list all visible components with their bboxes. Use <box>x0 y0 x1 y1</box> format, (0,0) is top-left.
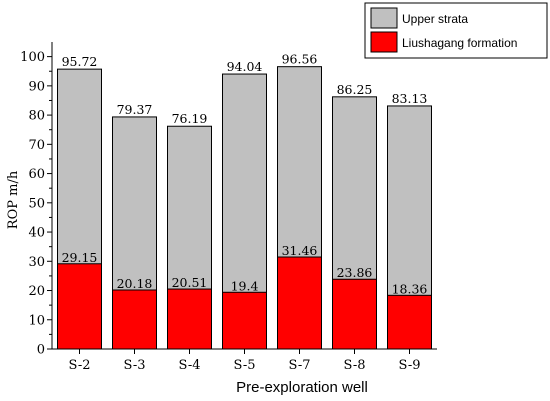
data-label-lower: 29.15 <box>62 250 98 265</box>
y-tick-label: 50 <box>28 196 45 211</box>
x-tick-label: S-3 <box>123 358 145 373</box>
y-tick-label: 10 <box>28 313 45 328</box>
legend-swatch-upper-strata <box>370 7 398 29</box>
bar-liushagang-formation <box>222 291 267 350</box>
legend-swatch-liushagang-formation <box>370 31 398 53</box>
data-label-lower: 20.18 <box>117 276 153 291</box>
x-tick-label: S-9 <box>398 358 420 373</box>
data-label-lower: 18.36 <box>392 281 428 296</box>
y-tick-label: 30 <box>28 255 45 270</box>
y-tick-label: 90 <box>28 79 45 94</box>
legend-label-upper-strata: Upper strata <box>402 12 468 26</box>
x-axis-title: Pre-exploration well <box>236 379 368 396</box>
x-tick-label: S-5 <box>233 358 255 373</box>
x-tick-label: S-7 <box>288 358 310 373</box>
y-axis-ticks: 0 10 20 30 40 50 60 70 80 90 100 <box>20 50 52 358</box>
y-tick-label: 100 <box>20 50 45 65</box>
y-tick-label: 20 <box>28 284 45 299</box>
data-label-lower: 23.86 <box>337 265 373 280</box>
y-tick-label: 40 <box>28 226 45 241</box>
data-label-upper: 86.25 <box>337 82 373 97</box>
y-tick-label: 70 <box>28 138 45 153</box>
bar-liushagang-formation <box>332 278 377 350</box>
bar-liushagang-formation <box>57 263 102 350</box>
x-axis-ticks: S-2 S-3 S-4 S-5 S-7 S-8 S-9 <box>68 349 421 373</box>
data-label-lower: 31.46 <box>282 243 318 258</box>
bar-liushagang-formation <box>387 294 432 350</box>
bar-liushagang-formation <box>112 289 157 350</box>
data-label-upper: 76.19 <box>172 111 208 126</box>
data-label-upper: 94.04 <box>227 59 263 74</box>
bar-liushagang-formation <box>277 256 322 350</box>
data-label-lower: 19.4 <box>231 278 259 293</box>
data-label-upper: 96.56 <box>282 52 318 67</box>
x-tick-label: S-2 <box>68 358 90 373</box>
data-label-upper: 83.13 <box>392 91 428 106</box>
x-tick-label: S-4 <box>178 358 200 373</box>
y-tick-label: 60 <box>28 167 45 182</box>
y-axis-title: ROP m/h <box>6 170 21 229</box>
data-label-upper: 95.72 <box>62 54 98 69</box>
y-tick-label: 80 <box>28 109 45 124</box>
y-tick-label: 0 <box>37 343 45 358</box>
bars-group: 95.72 29.15 79.37 20.18 76.19 20.51 94.04 19.4 9… <box>57 52 432 350</box>
bar-liushagang-formation <box>167 288 212 350</box>
data-label-lower: 20.51 <box>172 275 208 290</box>
legend-label-liushagang-formation: Liushagang formation <box>402 36 517 50</box>
data-label-upper: 79.37 <box>117 102 153 117</box>
legend: Upper strata Liushagang formation <box>364 2 548 59</box>
x-tick-label: S-8 <box>343 358 365 373</box>
